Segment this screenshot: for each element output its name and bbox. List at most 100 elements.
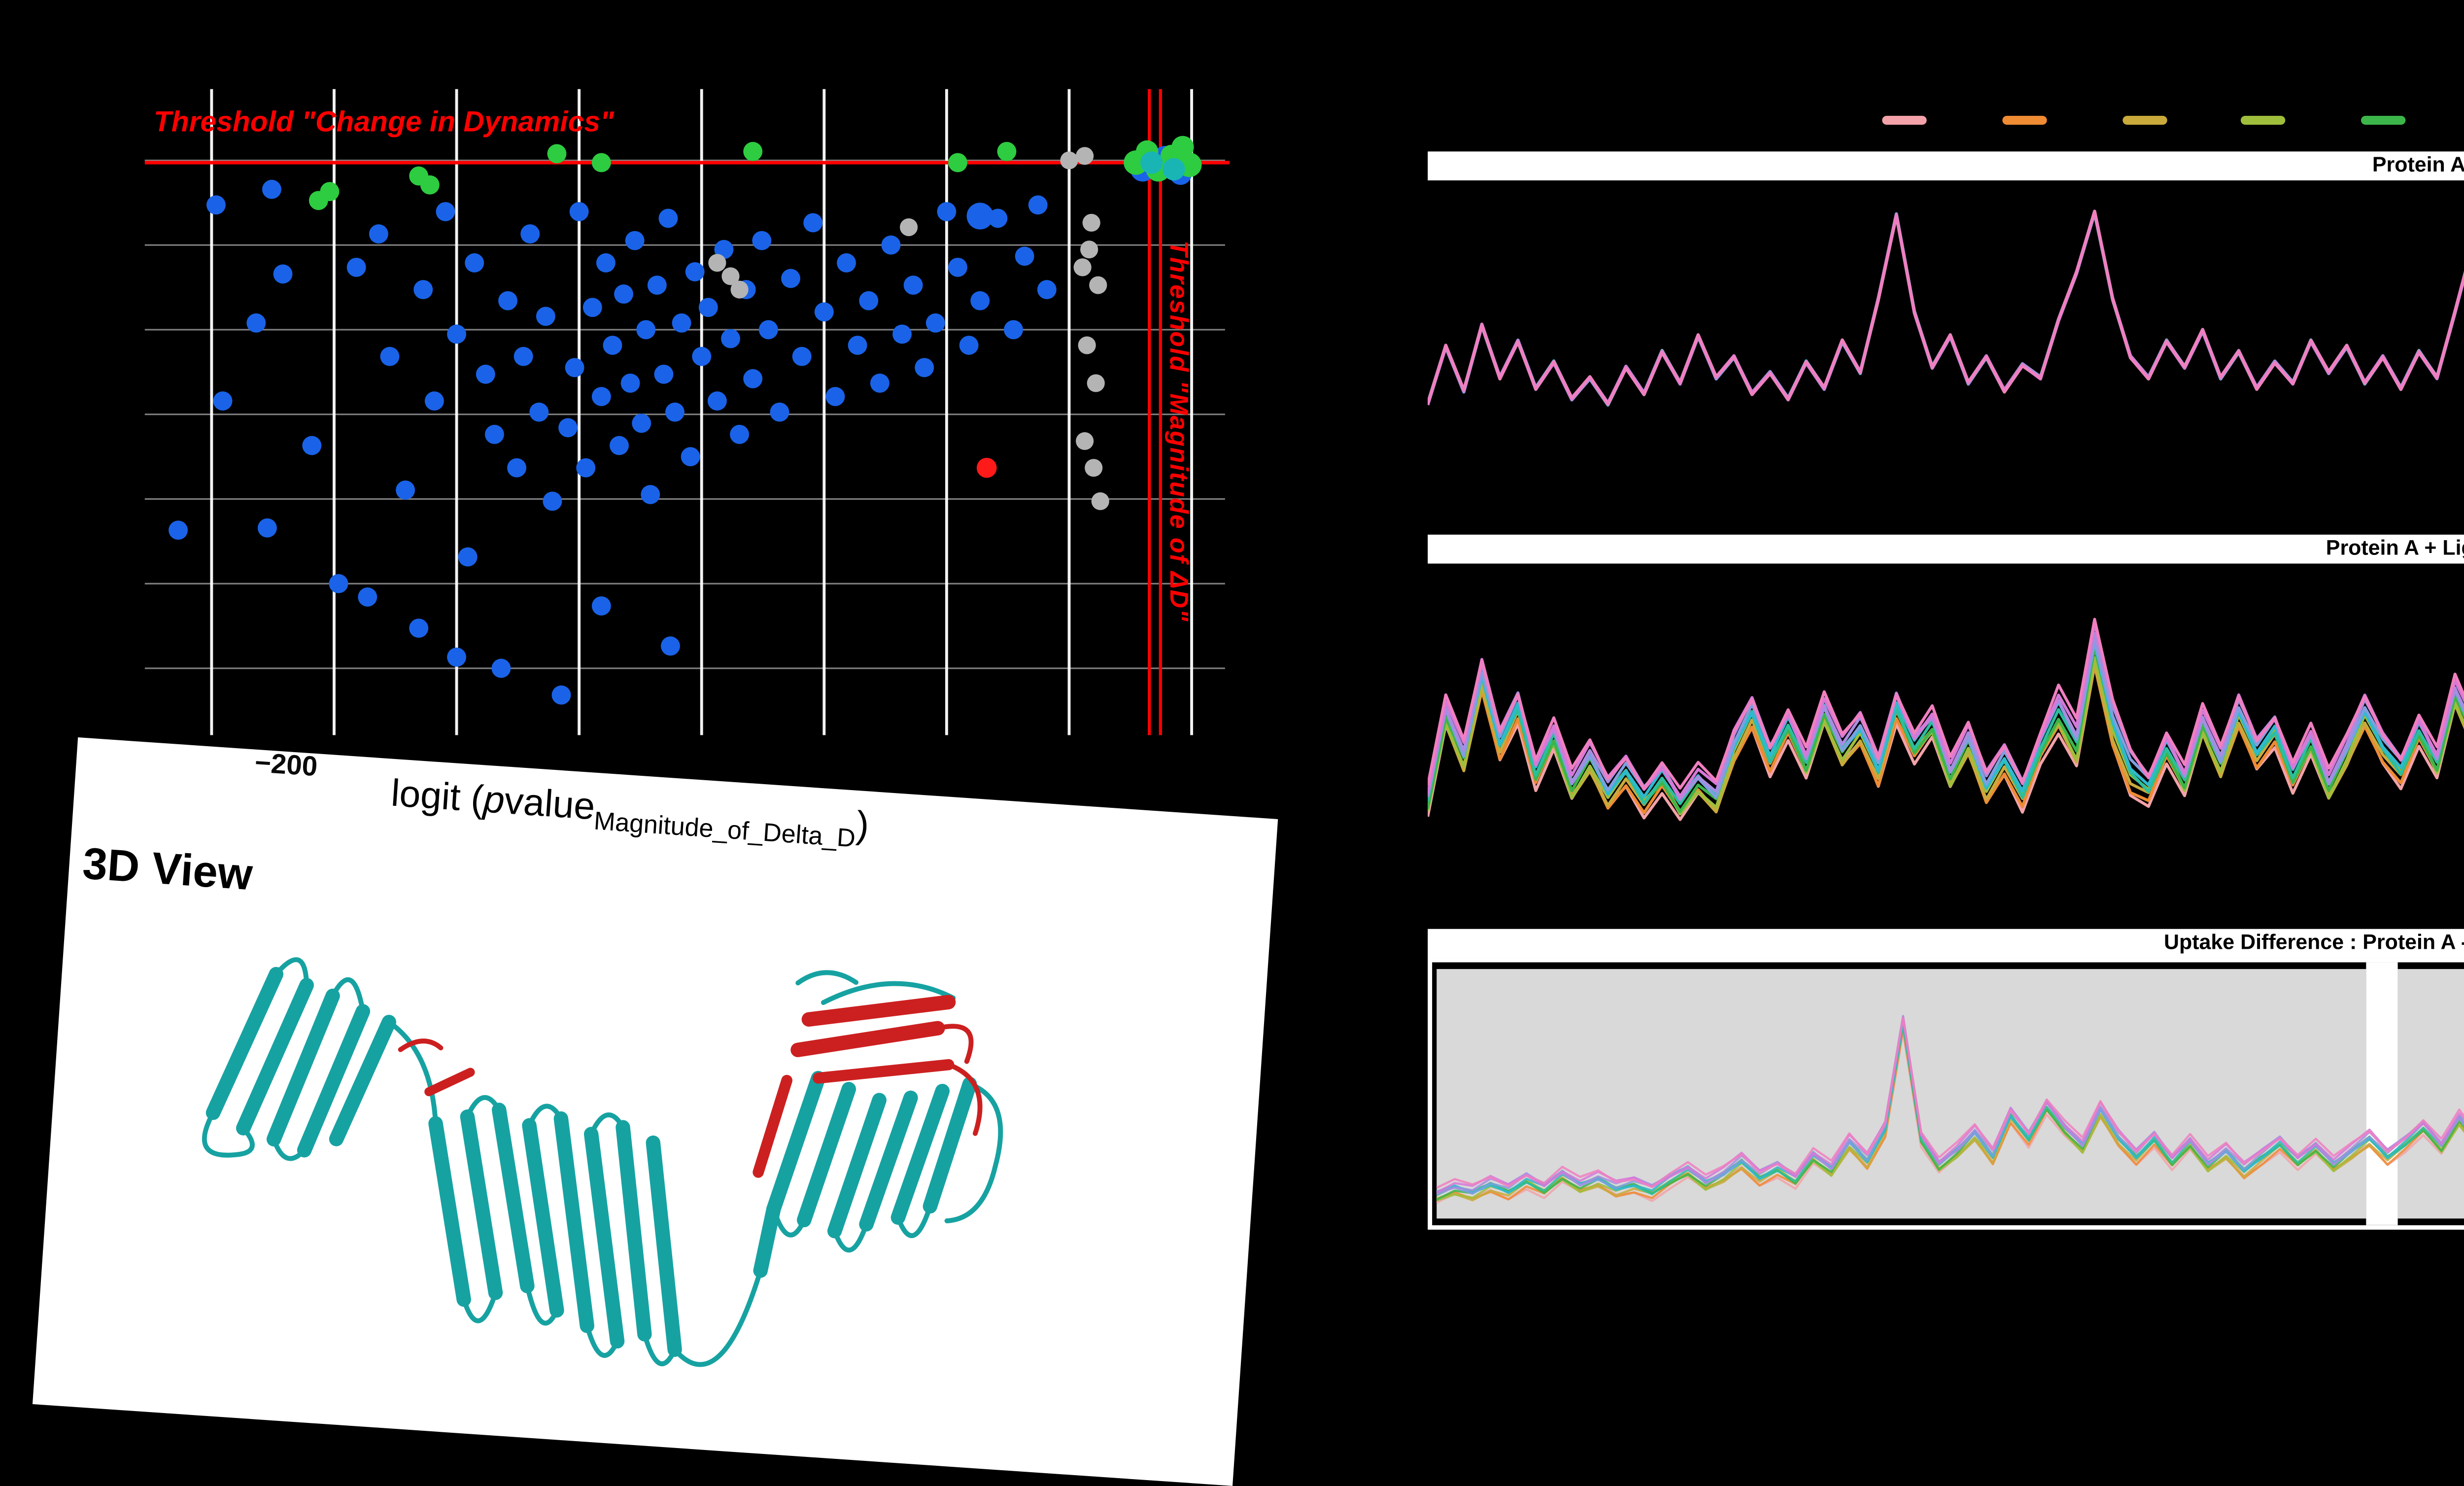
scatter-point-blue[interactable] — [413, 280, 433, 300]
scatter-point-blue[interactable] — [859, 291, 879, 311]
scatter-point-blue[interactable] — [491, 658, 511, 678]
series-line-9[interactable] — [1436, 1016, 2464, 1194]
volcano-scatter[interactable] — [144, 89, 1230, 735]
protein-a-uptake-chart[interactable] — [1428, 180, 2464, 475]
scatter-point-blue[interactable] — [536, 307, 555, 326]
scatter-point-blue[interactable] — [685, 262, 705, 281]
scatter-point-gray[interactable] — [1085, 459, 1103, 477]
scatter-point-blue[interactable] — [970, 291, 990, 311]
protein-structure[interactable] — [145, 905, 1133, 1448]
scatter-point-gray[interactable] — [1078, 336, 1096, 354]
scatter-point-blue[interactable] — [647, 276, 667, 295]
scatter-point-blue[interactable] — [903, 276, 923, 295]
scatter-point-green[interactable] — [997, 141, 1017, 161]
series-line-10[interactable] — [1436, 1016, 2464, 1190]
scatter-point-blue[interactable] — [529, 402, 549, 422]
scatter-point-blue[interactable] — [576, 458, 596, 478]
scatter-point-blue[interactable] — [803, 213, 823, 233]
scatter-point-green[interactable] — [420, 175, 440, 195]
legend-swatch-2[interactable] — [2122, 116, 2166, 124]
scatter-point-blue[interactable] — [582, 298, 602, 317]
scatter-point-blue[interactable] — [302, 436, 322, 455]
scatter-point-blue[interactable] — [625, 231, 645, 250]
scatter-point-blue[interactable] — [825, 387, 845, 406]
scatter-point-gray[interactable] — [1060, 151, 1078, 170]
series-line-10[interactable] — [1428, 209, 2464, 406]
scatter-point-blue[interactable] — [498, 291, 517, 311]
scatter-point-blue[interactable] — [837, 253, 856, 273]
scatter-point-blue[interactable] — [654, 364, 674, 384]
series-line-3[interactable] — [1428, 211, 2464, 406]
scatter-point-cyan[interactable] — [1163, 158, 1185, 181]
scatter-point-blue[interactable] — [465, 253, 484, 273]
scatter-point-blue[interactable] — [665, 402, 684, 422]
scatter-point-green-large[interactable] — [1171, 136, 1194, 158]
scatter-point-blue[interactable] — [721, 329, 740, 348]
scatter-point-gray[interactable] — [721, 267, 740, 285]
series-line-0[interactable] — [1428, 209, 2464, 429]
scatter-point-blue[interactable] — [1037, 280, 1057, 300]
scatter-point-blue[interactable] — [937, 202, 957, 221]
scatter-point-blue[interactable] — [591, 596, 611, 616]
scatter-point-blue[interactable] — [698, 298, 718, 317]
scatter-point-blue[interactable] — [569, 202, 589, 221]
scatter-point-blue[interactable] — [409, 619, 429, 638]
series-line-8[interactable] — [1428, 211, 2464, 406]
scatter-point-blue[interactable] — [558, 418, 578, 438]
scatter-point-blue[interactable] — [870, 373, 890, 393]
scatter-point-blue[interactable] — [458, 547, 478, 567]
scatter-point-blue[interactable] — [770, 402, 789, 422]
scatter-point-blue[interactable] — [520, 224, 540, 244]
scatter-point-blue[interactable] — [436, 202, 455, 221]
scatter-point-blue[interactable] — [543, 491, 562, 511]
scatter-point-blue[interactable] — [262, 179, 281, 199]
scatter-point-blue[interactable] — [346, 257, 366, 277]
scatter-point-blue[interactable] — [792, 346, 812, 366]
scatter-point-blue[interactable] — [447, 324, 466, 344]
scatter-point-gray[interactable] — [1082, 213, 1100, 232]
scatter-point-blue[interactable] — [513, 346, 533, 366]
scatter-point-blue[interactable] — [881, 235, 901, 255]
scatter-point-gray[interactable] — [708, 254, 726, 272]
scatter-point-blue[interactable] — [692, 346, 712, 366]
scatter-point-blue[interactable] — [959, 336, 979, 355]
scatter-point-blue[interactable] — [948, 257, 967, 277]
scatter-point-green[interactable] — [320, 182, 340, 202]
series-line-0[interactable] — [1428, 622, 2464, 821]
scatter-point-blue[interactable] — [610, 436, 629, 455]
scatter-point-blue[interactable] — [358, 587, 377, 607]
series-line-2[interactable] — [1428, 610, 2464, 814]
scatter-point-gray[interactable] — [1080, 241, 1098, 259]
scatter-point-blue[interactable] — [758, 320, 778, 340]
legend-swatch-1[interactable] — [2002, 116, 2047, 124]
scatter-point-blue[interactable] — [507, 458, 527, 478]
scatter-point-blue[interactable] — [476, 364, 495, 384]
scatter-point-blue[interactable] — [551, 685, 571, 705]
3d-view-panel[interactable]: −200 logit (pvalueMagnitude_of_Delta_D) … — [32, 737, 1278, 1486]
scatter-point-blue[interactable] — [661, 636, 680, 656]
scatter-point-blue[interactable] — [636, 320, 656, 340]
scatter-point-blue[interactable] — [273, 264, 293, 284]
volcano-plot-panel[interactable]: Threshold "Change in Dynamics" Threshold… — [144, 89, 1230, 735]
scatter-point-blue[interactable] — [620, 373, 640, 393]
scatter-point-gray[interactable] — [730, 280, 749, 299]
scatter-point-blue[interactable] — [169, 520, 188, 540]
legend-swatch-4[interactable] — [2361, 116, 2406, 124]
scatter-point-blue[interactable] — [369, 224, 388, 244]
series-line-6[interactable] — [1428, 211, 2464, 407]
scatter-point-gray[interactable] — [1087, 374, 1105, 392]
scatter-point-blue[interactable] — [206, 195, 226, 215]
scatter-point-gray[interactable] — [1076, 147, 1094, 165]
protein-a-ligand-uptake-chart[interactable] — [1428, 563, 2464, 898]
scatter-point-blue[interactable] — [396, 480, 415, 500]
series-line-5[interactable] — [1436, 1023, 2464, 1196]
scatter-point-blue[interactable] — [707, 391, 727, 411]
scatter-point-green[interactable] — [591, 153, 611, 173]
scatter-point-blue[interactable] — [1015, 246, 1034, 266]
scatter-point-blue[interactable] — [596, 253, 616, 273]
series-line-5[interactable] — [1428, 209, 2464, 406]
scatter-point-blue[interactable] — [484, 424, 504, 444]
legend-swatch-0[interactable] — [1882, 116, 1927, 124]
scatter-point-gray[interactable] — [1073, 258, 1092, 276]
scatter-point-blue[interactable] — [658, 208, 678, 228]
